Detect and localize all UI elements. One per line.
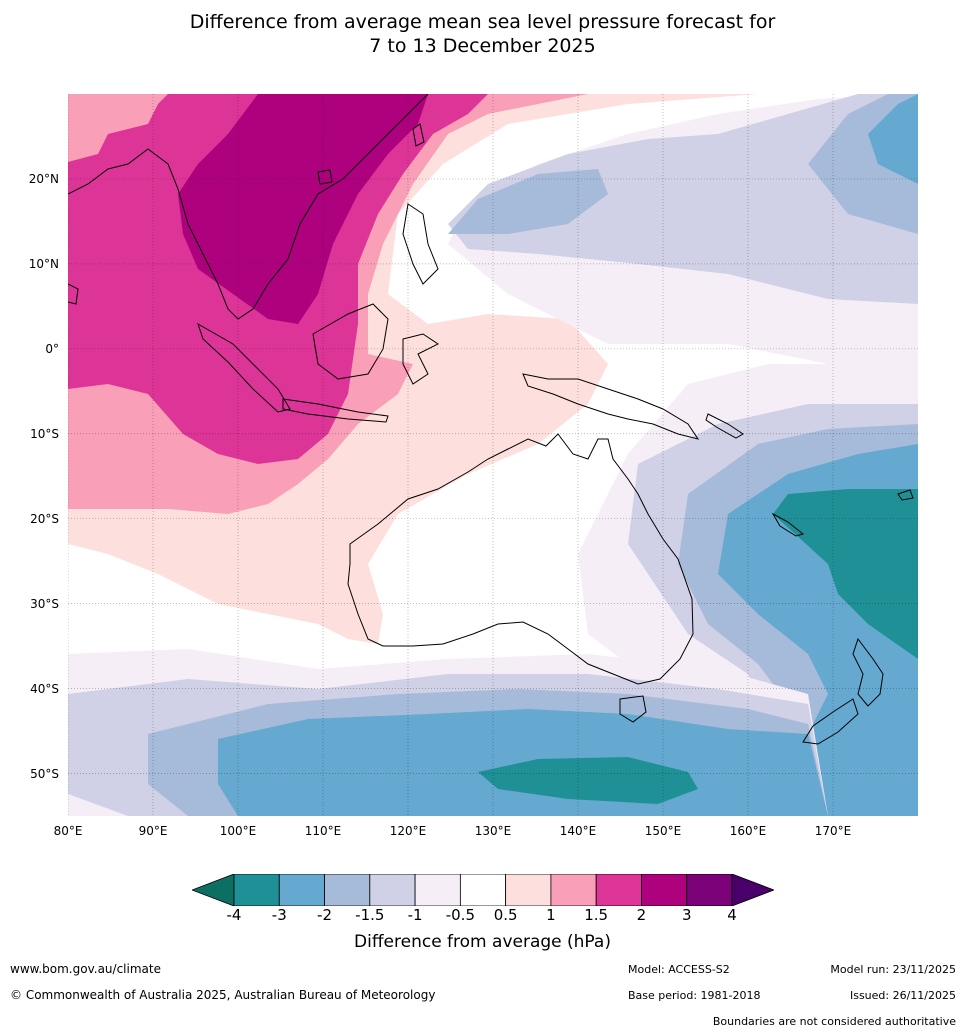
colorbar-tick: -4 <box>226 906 242 924</box>
lat-label-10n: 10°N <box>28 256 59 271</box>
title-line-1: Difference from average mean sea level p… <box>189 11 776 33</box>
colorbar-segment <box>459 873 507 907</box>
colorbar-tick: 2 <box>636 906 647 924</box>
issued-text: Issued: 26/11/2025 <box>849 989 956 1002</box>
colorbar-tick: -3 <box>271 906 287 924</box>
colorbar-tick: 0.5 <box>493 906 518 924</box>
lon-label-170e: 170°E <box>814 824 852 838</box>
colorbar-tick: -0.5 <box>445 906 475 924</box>
colorbar-tick: -2 <box>317 906 333 924</box>
colorbar-segment <box>414 873 461 907</box>
sumatra-coastline <box>197 322 291 413</box>
australia-coastline <box>347 433 694 685</box>
taiwan-coastline <box>412 123 425 147</box>
asia-mainland-coastline <box>68 94 429 320</box>
lon-label-110e: 110°E <box>304 824 342 838</box>
colorbar-segment <box>686 873 733 907</box>
solomon-islands-coastline <box>705 413 744 439</box>
new-guinea-coastline <box>522 373 700 440</box>
disclaimer-text: Boundaries are not considered authoritat… <box>712 1015 956 1028</box>
colorbar-segment <box>278 873 325 907</box>
lon-label-100e: 100°E <box>219 824 257 838</box>
lon-label-130e: 130°E <box>474 824 512 838</box>
anomaly-contour-minus-2-north <box>868 94 918 184</box>
lon-label-90e: 90°E <box>138 824 168 838</box>
colorbar-segment <box>369 873 416 907</box>
java-coastline <box>282 398 389 423</box>
fiji-coastline <box>897 489 914 501</box>
colorbar-segment <box>641 873 688 907</box>
colorbar-tick: 1 <box>546 906 556 924</box>
new-zealand-south-island-coastline <box>802 698 859 745</box>
lat-label-30s: 30°S <box>30 596 59 611</box>
map-title: Difference from average mean sea level p… <box>0 10 965 58</box>
lon-label-140e: 140°E <box>559 824 597 838</box>
lon-label-150e: 150°E <box>644 824 682 838</box>
colorbar-segment <box>550 873 597 907</box>
anomaly-contour-minus-3-east <box>773 489 918 659</box>
colorbar-extend-high <box>731 873 776 907</box>
colorbar-tick: 3 <box>681 906 692 924</box>
colorbar-segment <box>324 873 371 907</box>
colorbar <box>190 873 776 907</box>
colorbar-label: Difference from average (hPa) <box>354 932 611 952</box>
lat-label-20s: 20°S <box>30 511 59 526</box>
anomaly-contour-minus-1-5-north <box>448 94 918 234</box>
lat-label-40s: 40°S <box>30 681 59 696</box>
model-run-text: Model run: 23/11/2025 <box>830 963 956 976</box>
lon-label-80e: 80°E <box>53 824 83 838</box>
anomaly-contour-minus-1-north <box>448 94 918 304</box>
colorbar-tick: -1.5 <box>355 906 385 924</box>
colorbar-tick: 4 <box>727 906 737 924</box>
lat-label-50s: 50°S <box>30 766 59 781</box>
lat-label-equator: 0° <box>45 341 59 356</box>
lat-label-10s: 10°S <box>30 426 59 441</box>
colorbar-segment <box>505 873 552 907</box>
colorbar-tick: -1 <box>407 906 423 924</box>
title-line-2: 7 to 13 December 2025 <box>369 35 596 57</box>
coastlines <box>68 94 914 745</box>
model-text: Model: ACCESS-S2 <box>628 963 730 976</box>
lon-label-160e: 160°E <box>729 824 767 838</box>
graticule <box>68 94 918 816</box>
pressure-anomaly-map <box>68 94 918 816</box>
new-zealand-north-island-coastline <box>852 637 884 707</box>
lon-label-120e: 120°E <box>389 824 427 838</box>
copyright-text: © Commonwealth of Australia 2025, Austra… <box>10 988 436 1002</box>
sri-lanka-coastline <box>68 283 79 305</box>
tasmania-coastline <box>619 695 647 723</box>
philippines-coastline <box>402 203 439 285</box>
colorbar-segment <box>233 873 280 907</box>
new-caledonia-coastline <box>771 512 805 537</box>
base-period-text: Base period: 1981-2018 <box>628 989 761 1002</box>
sulawesi-coastline <box>402 333 439 385</box>
colorbar-extend-low <box>190 873 235 907</box>
website-link[interactable]: www.bom.gov.au/climate <box>10 962 161 976</box>
hainan-coastline <box>317 169 333 185</box>
borneo-coastline <box>312 303 389 380</box>
anomaly-contour-plus-2 <box>178 94 428 324</box>
anomaly-contour-minus-3-south <box>478 757 698 804</box>
colorbar-segment <box>595 873 642 907</box>
lat-label-20n: 20°N <box>28 171 59 186</box>
colorbar-tick: 1.5 <box>584 906 609 924</box>
